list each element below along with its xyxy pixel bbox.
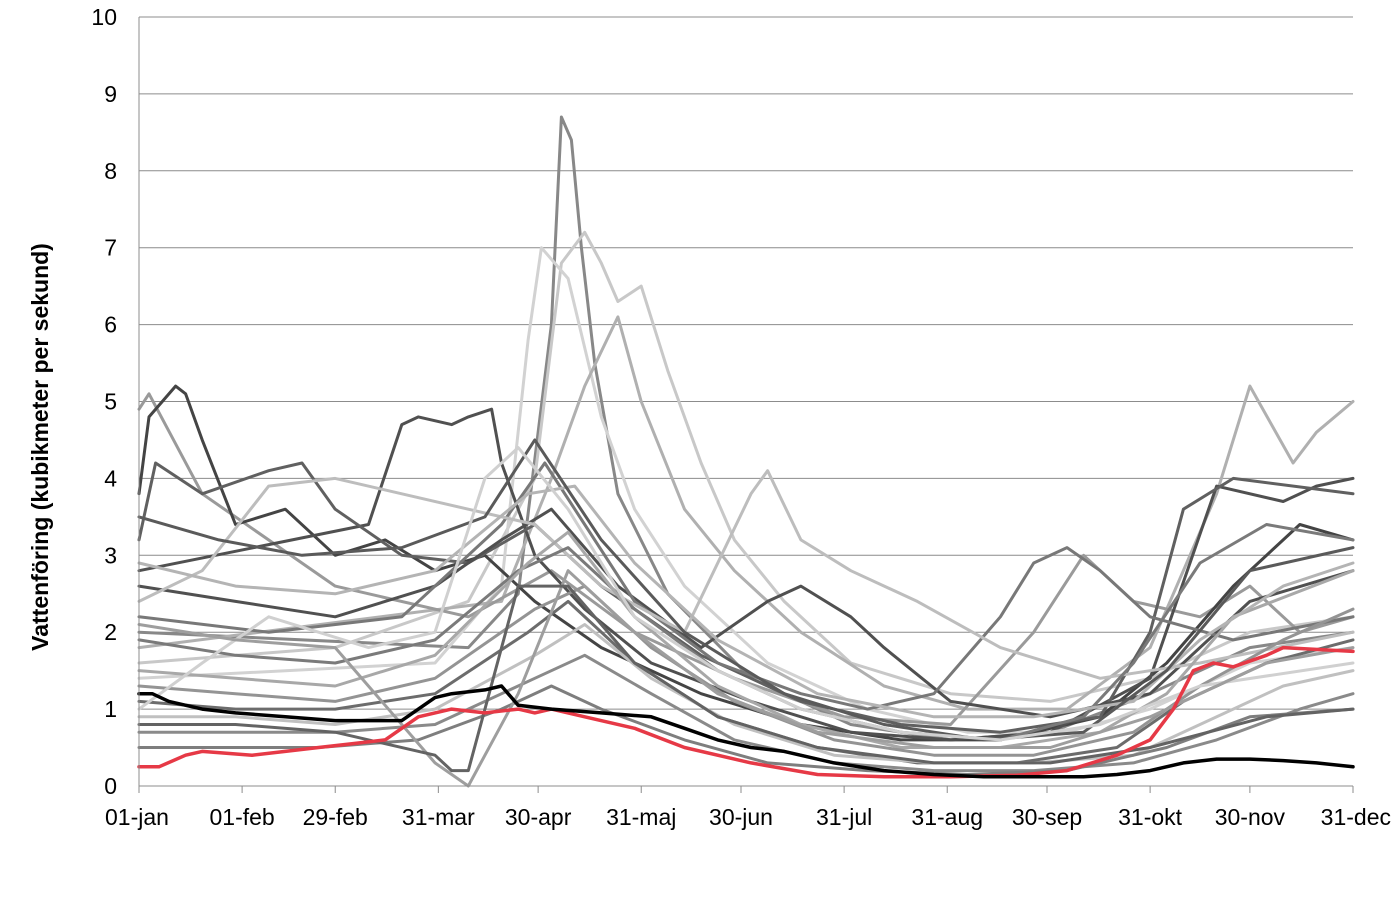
series-line-23 xyxy=(137,584,1355,773)
x-tick-labels: 01-jan 01-feb 29-feb 31-mar 30-apr 31-maj 30-j… xyxy=(105,804,1391,830)
y-axis-title: Vattenföring (kubikmeter per sekund) xyxy=(27,243,53,651)
x-tick-label: 31-dec xyxy=(1321,804,1391,830)
axes xyxy=(138,17,1354,793)
series-line-17 xyxy=(137,653,1355,773)
y-tick-labels: 0 1 2 3 4 5 6 7 8 9 10 xyxy=(91,4,117,799)
x-tick-label: 30-apr xyxy=(505,804,572,830)
x-tick-label: 30-nov xyxy=(1215,804,1286,830)
x-tick-label: 31-aug xyxy=(911,804,983,830)
series-lines xyxy=(137,115,1355,788)
y-tick-label: 4 xyxy=(104,465,117,491)
series-line-20 xyxy=(137,446,1355,742)
y-tick-label: 2 xyxy=(104,619,117,645)
series-line-25 xyxy=(137,684,1355,779)
y-tick-label: 1 xyxy=(104,696,117,722)
series-line-11 xyxy=(137,469,1355,680)
y-tick-label: 3 xyxy=(104,542,117,568)
series-line-10 xyxy=(137,461,1355,711)
x-tick-label: 31-mar xyxy=(402,804,475,830)
series-line-24 xyxy=(137,645,1355,779)
series-line-4 xyxy=(137,315,1355,711)
series-line-22 xyxy=(137,569,1355,788)
y-tick-label: 5 xyxy=(104,389,117,415)
x-tick-label: 31-maj xyxy=(606,804,676,830)
x-tick-label: 01-jan xyxy=(105,804,169,830)
x-tick-label: 31-jul xyxy=(816,804,872,830)
x-tick-label: 29-feb xyxy=(303,804,368,830)
series-line-2 xyxy=(137,230,1355,703)
y-tick-label: 8 xyxy=(104,158,117,184)
y-tick-label: 6 xyxy=(104,312,117,338)
series-line-18 xyxy=(137,484,1355,719)
x-tick-label: 01-feb xyxy=(209,804,274,830)
y-tick-label: 7 xyxy=(104,235,117,261)
y-tick-label: 10 xyxy=(91,4,117,30)
x-tick-label: 30-sep xyxy=(1012,804,1082,830)
series-line-19 xyxy=(137,438,1355,742)
x-tick-label: 31-okt xyxy=(1118,804,1183,830)
y-tick-label: 0 xyxy=(104,773,117,799)
x-tick-label: 30-jun xyxy=(709,804,773,830)
series-line-7 xyxy=(137,407,1355,742)
y-tick-label: 9 xyxy=(104,81,117,107)
